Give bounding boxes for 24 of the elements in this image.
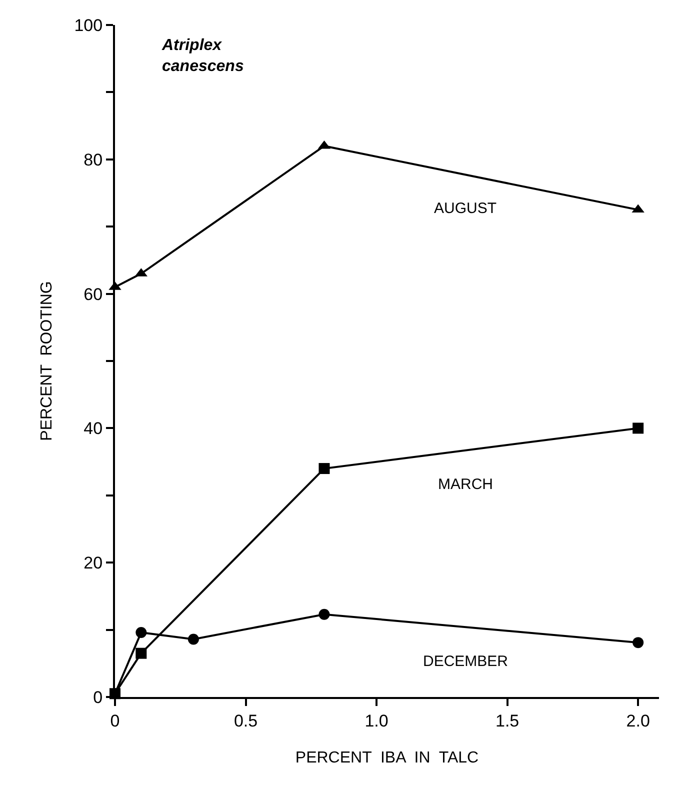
x-tick-label: 1.0: [364, 711, 388, 730]
x-tick-label: 0: [110, 711, 120, 730]
x-axis-title: PERCENT IBA IN TALC: [295, 750, 479, 767]
x-tick-label: 2.0: [626, 711, 650, 730]
x-tick-label: 1.5: [495, 711, 520, 730]
x-tick-label: 0.5: [234, 711, 258, 730]
series-label: DECEMBER: [423, 653, 508, 670]
point: [188, 634, 199, 645]
y-tick-label: 80: [84, 150, 103, 170]
series-label: MARCH: [438, 476, 493, 493]
point: [318, 608, 330, 620]
y-tick-label: 20: [84, 554, 103, 573]
point: [632, 422, 644, 434]
y-tick-label: 60: [84, 284, 103, 304]
y-axis-title: PERCENT ROOTING: [38, 281, 56, 441]
annotation: Atriplex canescens: [161, 37, 244, 75]
point: [136, 626, 147, 638]
y-tick-label: 0: [93, 688, 103, 707]
series-label: AUGUST: [434, 200, 497, 217]
point: [632, 637, 644, 648]
point: [136, 648, 147, 659]
point: [318, 463, 330, 474]
y-tick-label: 100: [74, 16, 103, 35]
y-tick-label: 40: [84, 419, 103, 438]
